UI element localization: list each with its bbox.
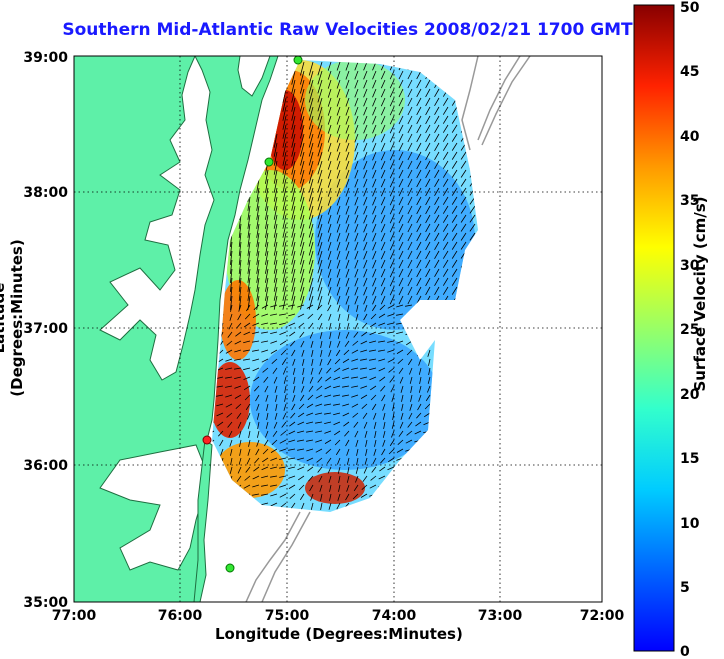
x-tick-label: 72:00: [580, 608, 625, 624]
velocity-arrow-strokes: [212, 61, 476, 512]
x-tick-label: 73:00: [478, 608, 523, 624]
x-tick-label: 77:00: [52, 608, 97, 624]
x-tick-label: 74:00: [372, 608, 417, 624]
colorbar-label: Surface Velocity (cm/s): [691, 196, 709, 392]
x-tick-label: 76:00: [158, 608, 203, 624]
x-tick-label: 75:00: [265, 608, 310, 624]
colorbar-tick-label: 35: [680, 193, 699, 209]
plot-frame: [73, 55, 603, 603]
chesapeake-bay: [99, 56, 215, 381]
colorbar-tick-label: 50: [680, 0, 700, 16]
y-tick-label: 39:00: [23, 50, 68, 66]
y-tick-label: 38:00: [23, 185, 68, 201]
station-marker: [264, 157, 274, 167]
map-title: Southern Mid-Atlantic Raw Velocities 200…: [62, 20, 633, 40]
y-tick-label: 37:00: [23, 321, 68, 337]
y-axis-label: Latitude (Degrees:Minutes): [0, 239, 26, 397]
station-marker: [293, 56, 303, 65]
colorbar-tick-label: 0: [680, 644, 690, 659]
delaware-bay: [237, 56, 271, 97]
barrier-island: [193, 439, 213, 602]
pamlico-sound: [99, 444, 207, 571]
colorbar-tick-label: 20: [680, 387, 700, 403]
colorbar-tick-label: 25: [680, 322, 699, 338]
x-axis-label: Longitude (Degrees:Minutes): [215, 625, 463, 643]
grid-lines: [74, 56, 602, 602]
colorbar-tick-label: 30: [680, 258, 700, 274]
colorbar-tick-label: 45: [680, 64, 699, 80]
colorbar-tick-label: 40: [680, 129, 700, 145]
station-marker: [202, 435, 212, 445]
colorbar: [633, 4, 675, 652]
colorbar-tick-label: 10: [680, 516, 700, 532]
y-tick-label: 36:00: [23, 458, 68, 474]
station-marker: [225, 563, 235, 573]
colorbar-tick-label: 5: [680, 580, 690, 596]
bathymetry-contours: [245, 56, 531, 602]
colorbar-tick-label: 15: [680, 451, 699, 467]
y-tick-label: 35:00: [23, 595, 68, 611]
velocity-arrows: [212, 61, 476, 512]
